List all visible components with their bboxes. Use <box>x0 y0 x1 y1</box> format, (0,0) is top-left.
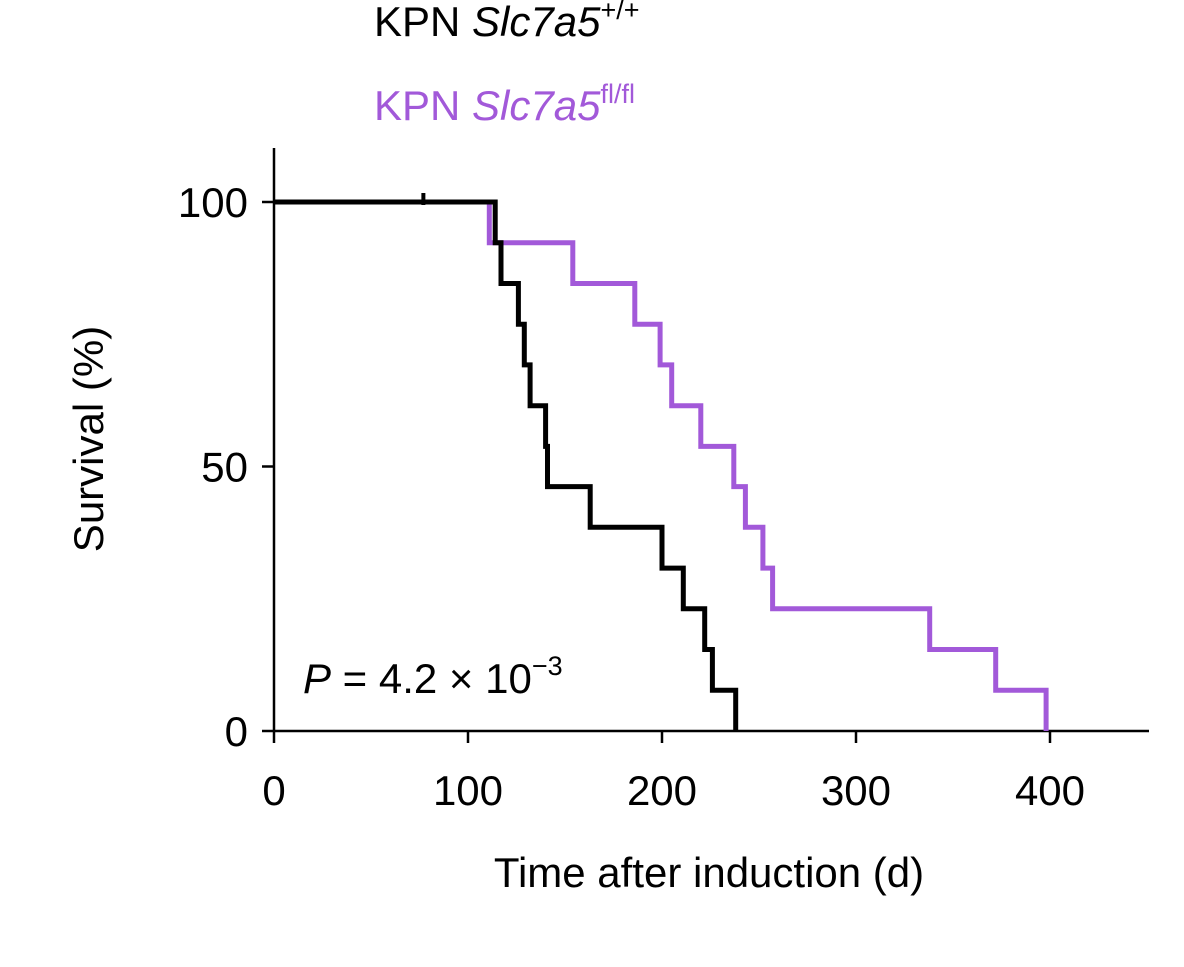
series-line-floxed <box>274 199 1049 731</box>
legend: KPN Slc7a5+/+ KPN Slc7a5fl/fl <box>374 0 640 129</box>
p-value-exponent: −3 <box>532 651 563 681</box>
y-tick-label: 100 <box>178 179 248 226</box>
y-axis-ticks: 0 50 100 <box>178 179 274 755</box>
y-tick-label: 0 <box>225 708 248 755</box>
legend-entry-wildtype: KPN Slc7a5+/+ <box>374 0 640 45</box>
x-tick-label: 100 <box>433 767 503 814</box>
y-axis-title: Survival (%) <box>65 326 112 552</box>
legend-entry-wildtype-gene: Slc7a5 <box>472 0 601 45</box>
legend-entry-floxed-gene: Slc7a5 <box>472 82 601 129</box>
legend-entry-floxed: KPN Slc7a5fl/fl <box>374 79 635 129</box>
survival-curves <box>274 193 1049 731</box>
x-axis-ticks: 0 100 200 300 400 <box>262 731 1085 814</box>
x-tick-label: 200 <box>627 767 697 814</box>
y-tick-label: 50 <box>201 444 248 491</box>
p-value-annotation: P = 4.2 × 10−3 <box>303 651 563 702</box>
x-tick-label: 300 <box>821 767 891 814</box>
legend-entry-wildtype-sup: +/+ <box>600 0 639 25</box>
legend-entry-floxed-main: KPN <box>374 82 472 129</box>
legend-entry-floxed-sup: fl/fl <box>600 79 635 109</box>
series-line-wildtype <box>274 199 739 731</box>
legend-entry-wildtype-main: KPN <box>374 0 472 45</box>
x-tick-label: 400 <box>1015 767 1085 814</box>
p-value-symbol: P <box>303 655 331 702</box>
x-axis-title: Time after induction (d) <box>494 849 924 896</box>
p-value-text: = 4.2 × 10 <box>331 655 532 702</box>
x-tick-label: 0 <box>262 767 285 814</box>
